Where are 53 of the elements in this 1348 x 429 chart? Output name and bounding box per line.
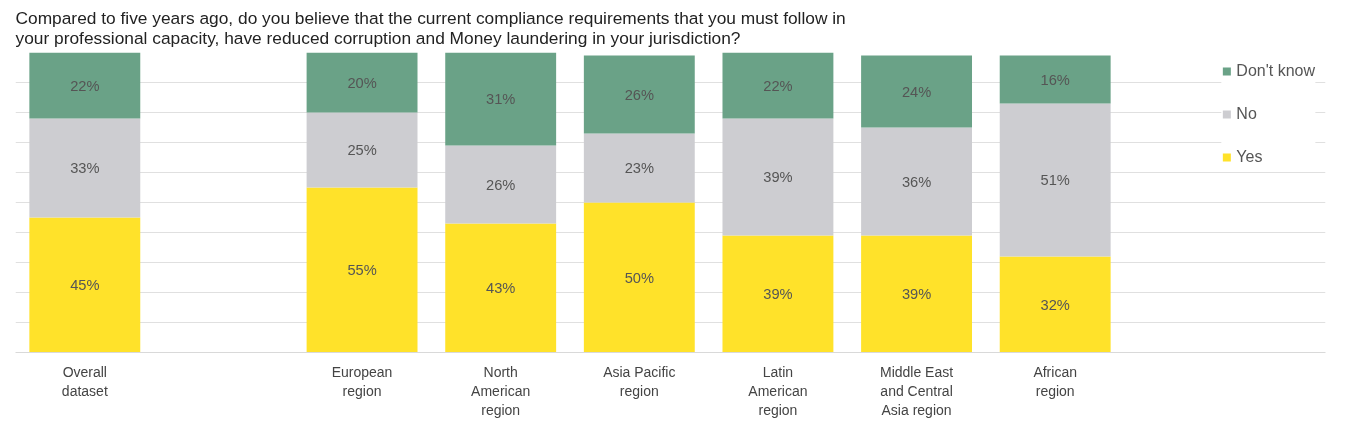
data-label: 39% — [763, 169, 793, 185]
bar — [583, 202, 695, 353]
data-label: 25% — [347, 142, 377, 158]
data-label: 33% — [70, 160, 100, 176]
bar — [999, 103, 1111, 257]
data-label: 20% — [347, 74, 377, 91]
data-label: 31% — [486, 91, 516, 107]
bar — [29, 118, 141, 218]
data-label: 22% — [763, 77, 793, 94]
data-label: 55% — [347, 262, 377, 278]
legend-label: Don't know — [1236, 62, 1315, 80]
data-label: 26% — [486, 176, 516, 193]
x-tick-label: European region — [331, 363, 393, 399]
data-label: 32% — [1040, 296, 1070, 313]
x-tick-label: Middle East and Central Asia region — [879, 363, 954, 418]
bar — [29, 217, 141, 353]
bar — [583, 55, 695, 134]
data-label: 22% — [70, 77, 100, 94]
x-tick-label: Overall dataset — [61, 363, 108, 399]
data-label: 24% — [901, 83, 932, 100]
bar — [583, 133, 695, 203]
x-tick-label: North American region — [471, 363, 531, 418]
bar — [445, 52, 557, 146]
data-label: 26% — [624, 86, 654, 103]
bar — [445, 223, 557, 353]
x-tick-label: African region — [1033, 363, 1077, 399]
bar — [999, 55, 1111, 104]
bar — [306, 187, 418, 353]
bar — [722, 118, 834, 236]
legend-label: Yes — [1236, 148, 1263, 166]
bar — [306, 52, 418, 113]
data-label: 43% — [486, 280, 516, 296]
data-label: 39% — [901, 286, 932, 302]
bar — [999, 256, 1111, 353]
x-tick-label: Asia Pacific region — [603, 363, 676, 399]
data-label: 39% — [763, 286, 793, 302]
x-tick-label: Latin American region — [748, 363, 808, 418]
bar — [861, 127, 973, 236]
data-label: 45% — [70, 277, 100, 293]
data-label: 51% — [1040, 172, 1070, 188]
bar — [722, 235, 834, 353]
bar — [722, 52, 834, 119]
bar — [445, 145, 557, 224]
chart-title: Compared to five years ago, do you believe that the current compliance requirements that you must follow in your professional capacity, have reduced corruption and Money laundering in your jurisdiction? — [15, 7, 846, 48]
data-label: 36% — [901, 173, 932, 190]
data-label: 23% — [624, 160, 654, 176]
bar — [861, 55, 973, 128]
bar — [861, 235, 973, 353]
bar — [29, 52, 141, 119]
bar — [306, 112, 418, 188]
data-label: 16% — [1040, 71, 1070, 88]
legend-label: No — [1236, 105, 1257, 123]
data-label: 50% — [624, 269, 654, 286]
